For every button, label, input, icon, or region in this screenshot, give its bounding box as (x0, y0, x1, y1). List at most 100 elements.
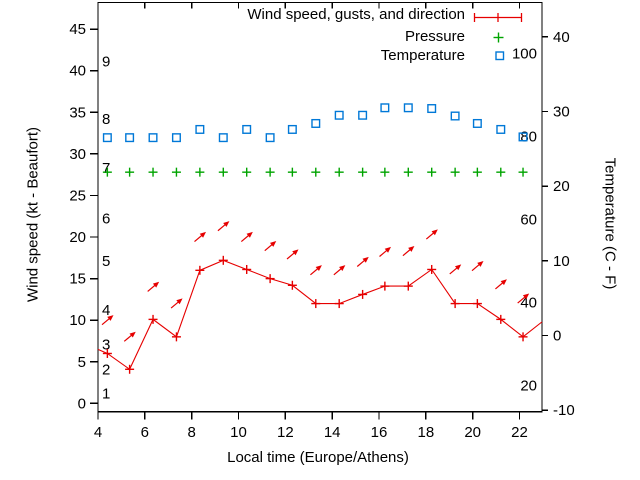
x-tick-label: 20 (464, 424, 481, 441)
temperature-point-marker (148, 133, 158, 143)
fahrenheit-scale-label: 40 (520, 294, 537, 311)
gust-direction-arrowhead (454, 264, 462, 271)
y-left-tick-label: 5 (78, 354, 86, 371)
temperature-point-marker (472, 118, 482, 128)
gust-direction-arrow (240, 234, 250, 243)
legend-label-pressure: Pressure (404, 28, 465, 45)
x-tick-label: 22 (511, 424, 528, 441)
y-left-tick-label: 10 (69, 312, 86, 329)
temperature-point-marker (334, 110, 344, 120)
gust-direction-arrow (217, 223, 226, 232)
beaufort-scale-label: 5 (102, 253, 110, 270)
y-right-tick-label: 10 (553, 253, 570, 270)
x-tick-label: 12 (277, 424, 294, 441)
y-right-tick-label: 30 (553, 104, 570, 121)
y-left-tick-label: 40 (69, 63, 86, 80)
temperature-point-marker (496, 124, 506, 134)
gust-direction-arrowhead (223, 221, 230, 227)
temperature-point-marker (358, 110, 368, 120)
gust-direction-arrow (425, 232, 435, 240)
beaufort-scale-label: 2 (102, 361, 110, 378)
gust-direction-arrowhead (500, 279, 507, 286)
gust-direction-arrowhead (522, 293, 530, 300)
gust-direction-arrow (286, 252, 296, 260)
gust-direction-arrowhead (408, 246, 415, 252)
x-axis-title: Local time (Europe/Athens) (227, 449, 409, 466)
gust-direction-arrow (449, 267, 458, 275)
plot-border (97, 1, 543, 413)
x-tick-label: 16 (371, 424, 388, 441)
y-left-tick-label: 20 (69, 229, 86, 246)
gust-direction-arrow (333, 267, 342, 276)
legend-label-wind: Wind speed, gusts, and direction (247, 6, 465, 23)
fahrenheit-scale-label: 20 (520, 377, 537, 394)
gust-direction-arrow (194, 234, 203, 243)
temperature-point-marker (265, 133, 275, 143)
temperature-point-marker (427, 104, 437, 114)
beaufort-scale-label: 3 (102, 336, 110, 353)
temperature-point-marker (450, 111, 460, 121)
y-left-tick-label: 45 (69, 21, 86, 38)
gust-direction-arrowhead (152, 281, 160, 288)
beaufort-scale-label: 1 (102, 385, 110, 402)
gust-direction-arrow (402, 248, 411, 257)
gust-direction-arrowhead (315, 265, 322, 272)
gust-direction-arrowhead (431, 229, 438, 236)
x-tick-label: 18 (418, 424, 435, 441)
wind-speed-line (97, 259, 543, 371)
gust-direction-arrowhead (384, 246, 391, 253)
y-right-tick-label: -10 (553, 402, 575, 419)
gust-direction-arrowhead (477, 261, 484, 267)
y-left-tick-label: 0 (78, 395, 86, 412)
legend-label-temperature: Temperature (380, 47, 465, 64)
gust-direction-arrowhead (339, 265, 346, 272)
temperature-square-legend-icon (495, 51, 505, 61)
beaufort-scale-label: 6 (102, 211, 110, 228)
pressure-plus-legend-icon (493, 32, 504, 43)
gust-direction-arrowhead (246, 231, 253, 238)
temperature-point-marker (380, 103, 390, 113)
temperature-point-marker (102, 133, 112, 143)
gust-direction-arrow (471, 263, 481, 272)
temperature-point-marker (171, 133, 181, 143)
y-right-tick-label: 0 (553, 328, 561, 345)
beaufort-scale-label: 9 (102, 54, 110, 71)
gust-direction-arrowhead (199, 231, 206, 238)
gust-direction-arrowhead (176, 298, 183, 305)
gust-direction-arrow (517, 296, 526, 304)
y-left-tick-label: 30 (69, 146, 86, 163)
left-axis-title: Wind speed (kt - Beaufort) (24, 126, 42, 303)
y-right-tick-label: 40 (553, 29, 570, 46)
temperature-point-marker (311, 118, 321, 128)
x-tick-label: 10 (230, 424, 247, 441)
temperature-point-marker (242, 124, 252, 134)
gust-direction-arrow (264, 243, 273, 252)
y-left-tick-label: 35 (69, 104, 86, 121)
temperature-point-marker (125, 133, 135, 143)
gust-direction-arrowhead (362, 256, 369, 263)
x-tick-label: 14 (324, 424, 341, 441)
x-tick-label: 8 (187, 424, 195, 441)
fahrenheit-scale-label: 100 (512, 45, 537, 62)
beaufort-scale-label: 4 (102, 302, 110, 319)
right-axis-title: Temperature (C - F) (601, 157, 619, 290)
gust-direction-arrowhead (129, 331, 136, 338)
gust-direction-arrow (310, 267, 319, 276)
gust-direction-arrowhead (292, 249, 299, 256)
gust-direction-arrowhead (107, 315, 114, 321)
y-left-tick-label: 15 (69, 271, 86, 288)
beaufort-scale-label: 7 (102, 160, 110, 177)
x-tick-label: 6 (141, 424, 149, 441)
beaufort-scale-label: 8 (102, 111, 110, 128)
temperature-point-marker (287, 124, 297, 134)
fahrenheit-scale-label: 60 (520, 211, 537, 228)
gust-direction-arrow (170, 301, 180, 309)
gust-direction-arrow (123, 334, 133, 342)
temperature-point-marker (218, 133, 228, 143)
gust-direction-arrowhead (269, 241, 277, 247)
gust-direction-arrow (101, 317, 111, 326)
gust-direction-arrow (356, 259, 366, 267)
x-tick-label: 4 (94, 424, 102, 441)
